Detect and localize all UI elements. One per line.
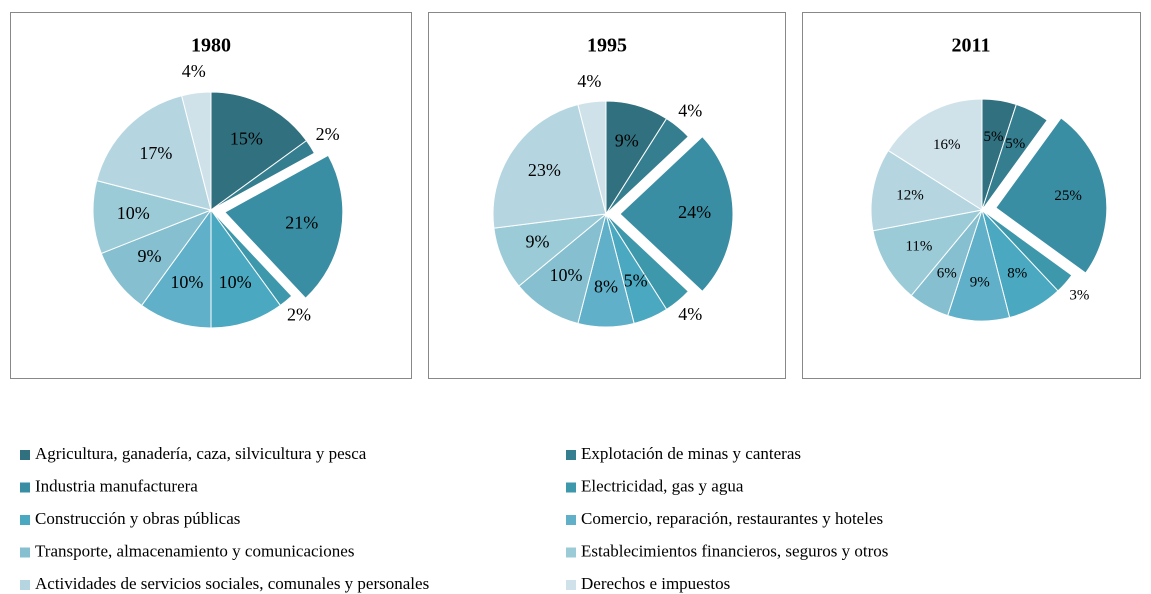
- legend-label: Explotación de minas y canteras: [581, 444, 801, 463]
- panel: [802, 12, 1141, 379]
- data-label: 9%: [526, 232, 550, 252]
- legend-label: Actividades de servicios sociales, comun…: [35, 574, 429, 593]
- pie-slice: [492, 103, 607, 229]
- data-label: 8%: [594, 277, 618, 297]
- legend-swatch: [20, 547, 30, 558]
- pie-slice: [577, 100, 607, 215]
- data-label: 10%: [219, 272, 252, 292]
- data-label: 5%: [624, 271, 648, 291]
- legend-label: Electricidad, gas y agua: [581, 476, 744, 495]
- pie-slice: [518, 212, 607, 325]
- pie-slice: [605, 117, 690, 215]
- data-label: 6%: [937, 266, 957, 282]
- panel: [428, 12, 786, 379]
- chart-title: 1980: [191, 35, 231, 57]
- legend-swatch: [20, 515, 30, 525]
- legend-swatch: [566, 547, 576, 558]
- chart-title: 1995: [587, 35, 627, 57]
- data-label: 25%: [1054, 188, 1082, 204]
- legend-label: Industria manufacturera: [35, 476, 198, 495]
- data-label: 10%: [117, 203, 150, 223]
- legend-swatch: [566, 482, 576, 493]
- data-label: 15%: [230, 129, 263, 149]
- data-label: 24%: [678, 202, 711, 222]
- legend-swatch: [20, 580, 30, 590]
- legend-swatch: [20, 450, 30, 460]
- legend-label: Establecimientos financieros, seguros y …: [581, 541, 888, 560]
- data-label: 8%: [1007, 266, 1027, 282]
- pie-slice: [210, 208, 282, 329]
- legend-swatch: [20, 482, 30, 493]
- data-label: 10%: [170, 272, 203, 292]
- data-label: 21%: [285, 212, 318, 232]
- data-label: 3%: [1069, 287, 1089, 303]
- pie-slice: [210, 91, 308, 211]
- pie-slice: [140, 208, 212, 329]
- pie-slice: [224, 154, 344, 299]
- data-label: 16%: [933, 137, 961, 153]
- pie-slice: [96, 95, 212, 211]
- legend-label: Transporte, almacenamiento y comunicacio…: [35, 541, 354, 560]
- legend-label: Agricultura, ganadería, caza, silvicultu…: [35, 444, 367, 463]
- legend-swatch: [566, 515, 576, 525]
- data-label: 10%: [550, 265, 583, 285]
- data-label: 2%: [287, 305, 311, 325]
- data-label: 11%: [905, 239, 932, 255]
- data-label: 17%: [139, 143, 172, 163]
- pie-slice: [181, 91, 212, 211]
- legend-label: Derechos e impuestos: [581, 574, 730, 593]
- pie-slice: [995, 117, 1108, 274]
- legend-label: Construcción y obras públicas: [35, 509, 240, 528]
- pie-slice: [210, 139, 316, 211]
- legend-swatch: [566, 450, 576, 460]
- data-label: 9%: [970, 275, 990, 291]
- data-label: 4%: [678, 100, 702, 120]
- pie-slice: [887, 98, 983, 211]
- pie-slice: [981, 103, 1048, 211]
- pie-slice: [92, 180, 213, 255]
- data-label: 12%: [896, 188, 924, 204]
- legend-swatch: [566, 580, 576, 590]
- pie-slice: [619, 135, 734, 293]
- pie-slice: [870, 149, 984, 232]
- data-label: 23%: [528, 160, 561, 180]
- data-label: 5%: [1005, 136, 1025, 152]
- data-label: 9%: [615, 131, 639, 151]
- data-label: 4%: [678, 304, 702, 324]
- data-label: 4%: [182, 61, 206, 81]
- data-label: 4%: [577, 71, 601, 91]
- pie-slice: [872, 209, 984, 297]
- data-label: 9%: [137, 246, 161, 266]
- data-label: 5%: [983, 129, 1003, 145]
- chart-title: 2011: [952, 35, 991, 57]
- data-label: 2%: [316, 124, 340, 144]
- legend-label: Comercio, reparación, restaurantes y hot…: [581, 509, 883, 528]
- panel: [10, 12, 412, 379]
